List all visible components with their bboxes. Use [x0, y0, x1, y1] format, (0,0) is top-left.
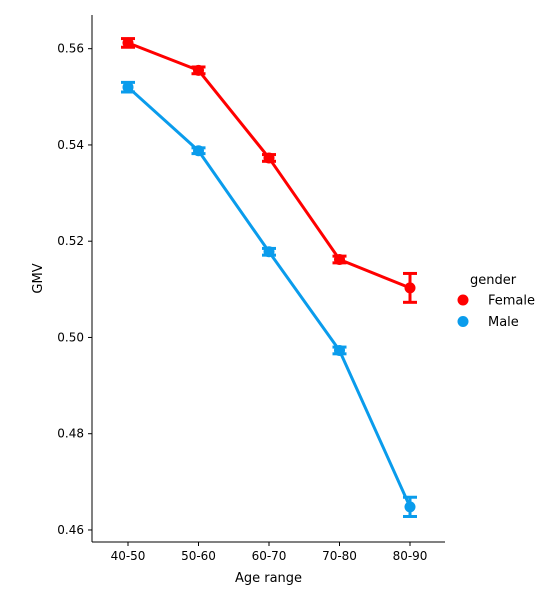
data-point-male: [263, 246, 275, 258]
legend-label-male: Male: [488, 315, 519, 330]
x-tick-label: 80-90: [393, 549, 428, 563]
y-tick-label: 0.52: [57, 234, 84, 248]
y-tick-label: 0.48: [57, 427, 84, 441]
x-tick-label: 70-80: [322, 549, 357, 563]
axes: 40-50 50-60 60-70 70-80 80-90 0.460.480.500.…: [57, 15, 445, 563]
data-point-male: [404, 501, 416, 513]
legend: gender Female Male: [457, 273, 535, 330]
legend-marker-female: [457, 294, 469, 306]
y-tick-label: 0.56: [57, 42, 84, 56]
y-tick-label: 0.54: [57, 138, 84, 152]
series-male: [121, 80, 417, 518]
data-point-female: [122, 37, 134, 49]
y-axis-label: GMV: [31, 263, 46, 293]
x-tick-label: 60-70: [252, 549, 287, 563]
plot-area: [121, 37, 417, 518]
y-ticks: 0.46 0.48 0.50 0.52 0.54 0.56: [57, 42, 92, 537]
data-point-female: [193, 64, 204, 76]
data-point-male: [122, 81, 134, 93]
x-ticks: 40-50 50-60 60-70 70-80 80-90: [111, 542, 428, 563]
data-point-male: [334, 344, 345, 356]
data-point-male: [193, 145, 204, 157]
x-axis-label: Age range: [235, 571, 302, 586]
legend-item-male: Male: [457, 315, 519, 330]
x-tick-label: 50-60: [181, 549, 216, 563]
y-tick-label: 0.50: [57, 330, 84, 344]
legend-marker-male: [457, 316, 469, 327]
data-point-female: [263, 152, 275, 164]
series-female: [121, 37, 417, 304]
data-point-female: [404, 282, 416, 294]
legend-item-female: Female: [457, 294, 535, 309]
series-line-male: [126, 86, 412, 508]
y-tick-label: 0.46: [57, 523, 84, 537]
x-tick-label: 40-50: [111, 549, 146, 563]
data-point-female: [334, 253, 345, 265]
legend-label-female: Female: [488, 294, 535, 309]
legend-title: gender: [470, 273, 517, 288]
